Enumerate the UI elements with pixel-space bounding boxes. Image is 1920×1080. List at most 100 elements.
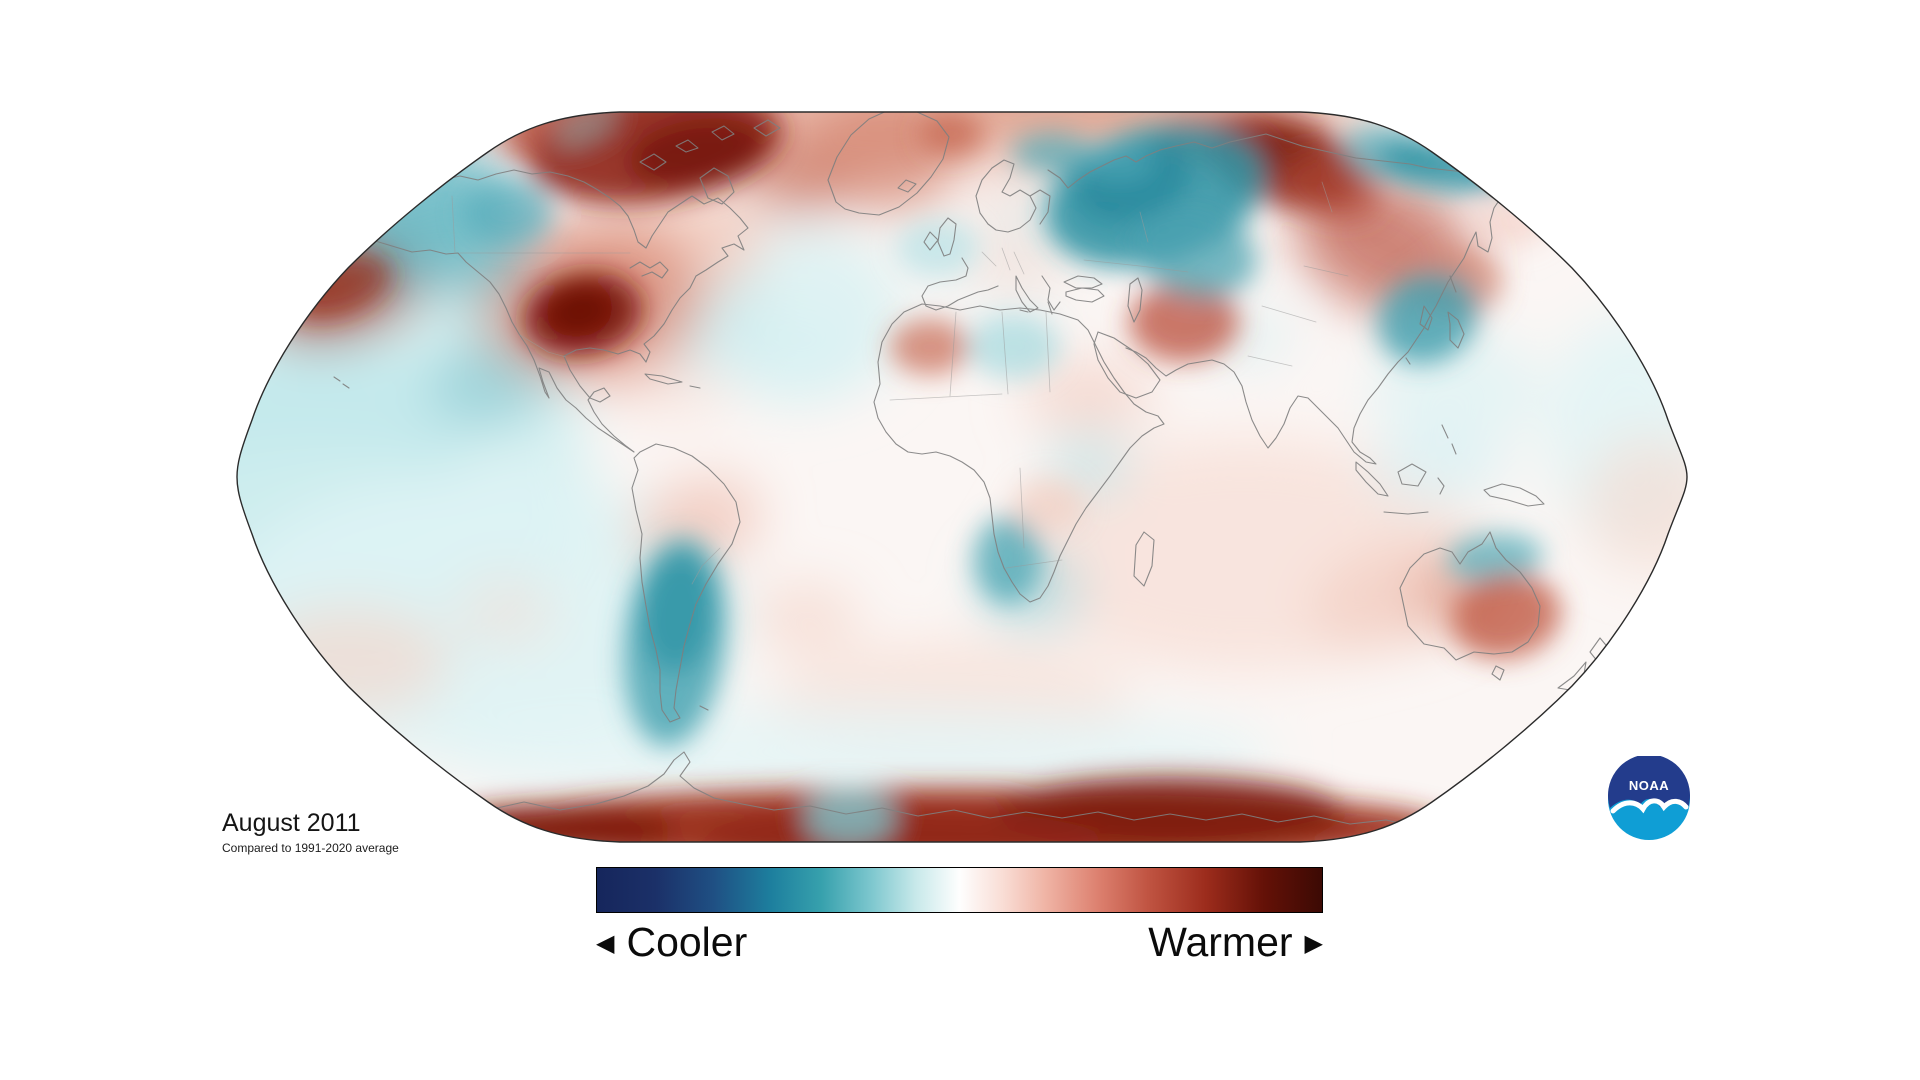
outline-asia [1047,133,1513,465]
map-outline [236,111,1688,843]
outline-greenland [827,112,950,216]
outline-balkans [1041,275,1061,311]
border-congo [1019,467,1025,549]
border-russia-kazakhstan [1083,259,1189,273]
title-block: August 2011 Compared to 1991-2020 averag… [222,808,399,855]
outline-arctic-island-3 [711,125,735,141]
outline-philippines [1441,424,1457,455]
outline-cuba [644,373,683,385]
outline-borneo [1397,463,1427,487]
anomaly-top-edge-teal-streak [553,112,617,145]
anomaly-kamchatka-east-pink [1474,198,1550,246]
anomaly-libya-teal [968,315,1060,379]
outline-west-europe [921,257,999,311]
country-borders [451,181,1349,585]
anomaly-indonesia-cyan [1368,430,1508,506]
anomaly-argentina-core [639,552,717,672]
noaa-gull-icon [1610,798,1689,814]
anomaly-central-asia-red [1129,282,1239,362]
anomaly-texas-core [546,286,614,336]
anomaly-sahel-pink [1023,358,1153,434]
outline-scandinavia [975,159,1037,233]
outline-tasmania [1491,665,1505,681]
outline-sumatra [1355,461,1389,497]
border-libya [1001,311,1009,395]
outline-victoria-island [639,153,667,171]
anomaly-namibia-teal [974,516,1042,604]
anomaly-south-pacific-east-pink [1582,437,1687,573]
border-europe-2 [1001,247,1011,271]
outline-black-sea [1063,275,1103,289]
anomaly-antarctica-teal-notch [804,790,896,842]
outline-finland [1029,189,1051,225]
outline-ellesmere [753,119,781,137]
anomaly-west-siberia-south-teal [1131,206,1257,298]
anomaly-se-pacific-pink [250,605,450,715]
anomaly-zambia-pink [1013,478,1083,532]
noaa-logo: NOAA [1608,756,1690,840]
outline-iceland [897,179,917,193]
border-egypt [1045,311,1051,393]
outline-korea [1419,305,1433,331]
noaa-logo-text: NOAA [1629,778,1669,793]
outline-arabia [1093,331,1161,399]
anomaly-morocco-red [890,319,970,375]
anomaly-greenland-red [810,112,960,212]
map-field [237,112,1687,842]
cooler-arrow-icon: ◀ [596,929,615,957]
outline-africa [873,303,1165,603]
border-sahel [889,393,1003,401]
outline-falklands [699,705,709,711]
river-lena [1321,181,1333,213]
page-subtitle: Compared to 1991-2020 average [222,841,399,855]
outline-south-america [631,443,741,723]
cooler-label: Cooler [626,919,748,965]
outline-madagascar [1133,531,1155,587]
anomaly-uk-teal [896,218,980,278]
continent-outlines [333,112,1611,833]
legend-labels: ◀ Cooler Warmer ▶ [596,922,1323,963]
anomaly-layer-detail [284,112,1561,842]
border-alaska-yukon [451,195,456,254]
border-europe-1 [981,251,997,267]
page-title: August 2011 [222,809,361,837]
outline-caspian-sea [1127,277,1143,323]
outline-sakhalin [1449,275,1457,293]
outline-sicily [1019,309,1029,313]
river-ob [1139,211,1149,243]
legend-warmer: Warmer ▶ [1148,922,1323,963]
outline-java [1383,511,1429,515]
anomaly-n-australia-teal [1447,533,1543,583]
outline-sulawesi [1437,477,1445,495]
border-brazil-south [691,547,721,585]
anomaly-peru-coast-pink [455,577,555,647]
border-mongolia [1303,265,1349,277]
noaa-logo-kite [1608,756,1690,808]
anomaly-barents-teal [1012,133,1092,173]
border-south-africa [1005,559,1063,569]
anomaly-caribbean-pink [603,366,733,418]
colorbar [596,867,1323,913]
outline-ireland [923,231,939,251]
outline-arctic-island-2 [675,139,699,153]
border-india-north [1247,355,1293,367]
outline-hawaii [333,376,350,389]
anomaly-antarctica-dark-west [425,804,675,842]
outline-great-lakes [629,261,669,279]
outline-north-america [351,169,749,453]
outline-baffin-island [699,167,735,205]
warmer-label: Warmer [1148,919,1293,965]
anomaly-japan-sea-teal [1377,271,1479,365]
anomaly-nw-canada-teal [463,181,553,245]
border-europe-3 [1013,251,1025,275]
border-algeria [949,311,957,397]
anomaly-antarctica-mid-red [700,810,1100,842]
legend-cooler: ◀ Cooler [596,922,747,963]
outline-italy [1015,275,1039,313]
outline-hispaniola [689,385,701,389]
outline-japan [1447,311,1465,349]
warmer-arrow-icon: ▶ [1304,929,1323,957]
anomaly-svalbard-teal [1080,142,1156,182]
